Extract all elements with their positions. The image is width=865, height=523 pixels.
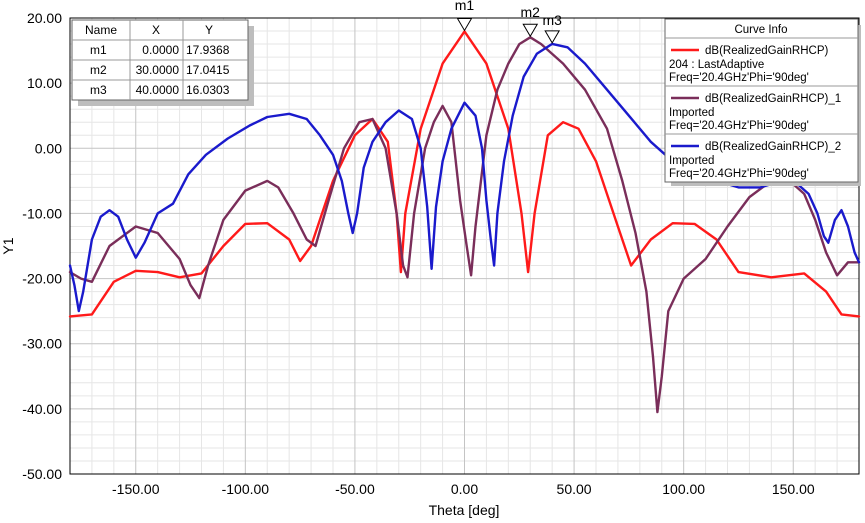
marker-table-header-y: Y — [205, 23, 213, 37]
marker-table-cell: 17.9368 — [186, 43, 230, 57]
series-line-2 — [68, 36, 861, 414]
legend-entry-line: Freq='20.4GHz'Phi='90deg' — [669, 72, 809, 84]
marker-table-cell: m3 — [90, 83, 107, 97]
y-axis-tick-labels: 20.00 10.00 0.00 -10.00 -20.00 -30.00 -40.00 -5… — [22, 10, 62, 482]
x-tick-label: -50.00 — [335, 481, 375, 497]
marker-table-cell: m1 — [90, 43, 107, 57]
y-axis-title: Y1 — [0, 237, 16, 254]
series-lines — [68, 30, 861, 414]
marker-table-cell: m2 — [90, 63, 107, 77]
y-tick-label: 20.00 — [27, 10, 62, 26]
legend-title: Curve Info — [734, 24, 787, 36]
series-line-3 — [68, 42, 861, 313]
marker-table-header-x: X — [152, 23, 160, 37]
marker-triangle — [522, 23, 539, 38]
legend-entry-label: dB(RealizedGainRHCP)_1 — [705, 93, 841, 105]
x-tick-label: 150.00 — [772, 481, 815, 497]
series-line-1 — [68, 30, 861, 318]
x-tick-label: -100.00 — [222, 481, 270, 497]
legend-entry-line: Freq='20.4GHz'Phi='90deg' — [669, 120, 809, 132]
marker-table-cell: 17.0415 — [186, 63, 230, 77]
x-tick-label: 100.00 — [662, 481, 705, 497]
marker-label: m3 — [542, 12, 562, 28]
x-tick-label: 50.00 — [557, 481, 592, 497]
marker-table-cell: 40.0000 — [136, 83, 180, 97]
y-tick-label: 0.00 — [35, 140, 62, 156]
marker-table: Name X Y m1 0.0000 17.9368 m2 30.0000 17… — [71, 19, 254, 106]
y-tick-label: -10.00 — [22, 205, 62, 221]
y-tick-label: -30.00 — [22, 336, 62, 352]
x-axis-title: Theta [deg] — [429, 502, 500, 518]
x-tick-label: -150.00 — [112, 481, 160, 497]
marker-table-cell: 30.0000 — [136, 63, 180, 77]
legend-box — [664, 18, 859, 183]
legend-entry-label: dB(RealizedGainRHCP) — [705, 45, 829, 57]
legend: Curve Info dB(RealizedGainRHCP) 204 : La… — [664, 18, 861, 186]
marker-triangle — [544, 30, 561, 44]
marker-table-cell: 16.0303 — [186, 83, 230, 97]
marker-glyphs: m1 m2 m3 — [455, 0, 562, 44]
x-tick-label: 0.00 — [451, 481, 478, 497]
y-tick-label: -40.00 — [22, 401, 62, 417]
y-tick-label: -50.00 — [22, 466, 62, 482]
marker-table-cell: 0.0000 — [142, 43, 179, 57]
marker-triangle — [456, 17, 473, 32]
legend-entry-label: dB(RealizedGainRHCP)_2 — [705, 141, 841, 153]
legend-entry-line: 204 : LastAdaptive — [669, 59, 764, 71]
marker-label: m2 — [521, 4, 541, 20]
legend-entry-line: Imported — [669, 107, 714, 119]
x-axis-tick-labels: -150.00 -100.00 -50.00 0.00 50.00 100.00 150.0… — [112, 481, 815, 497]
y-tick-label: -20.00 — [22, 271, 62, 287]
y-tick-label: 10.00 — [27, 75, 62, 91]
legend-entry-line: Imported — [669, 155, 714, 167]
marker-table-header-name: Name — [85, 23, 117, 37]
legend-entry-line: Freq='20.4GHz'Phi='90deg' — [669, 168, 809, 180]
marker-label: m1 — [455, 0, 475, 13]
